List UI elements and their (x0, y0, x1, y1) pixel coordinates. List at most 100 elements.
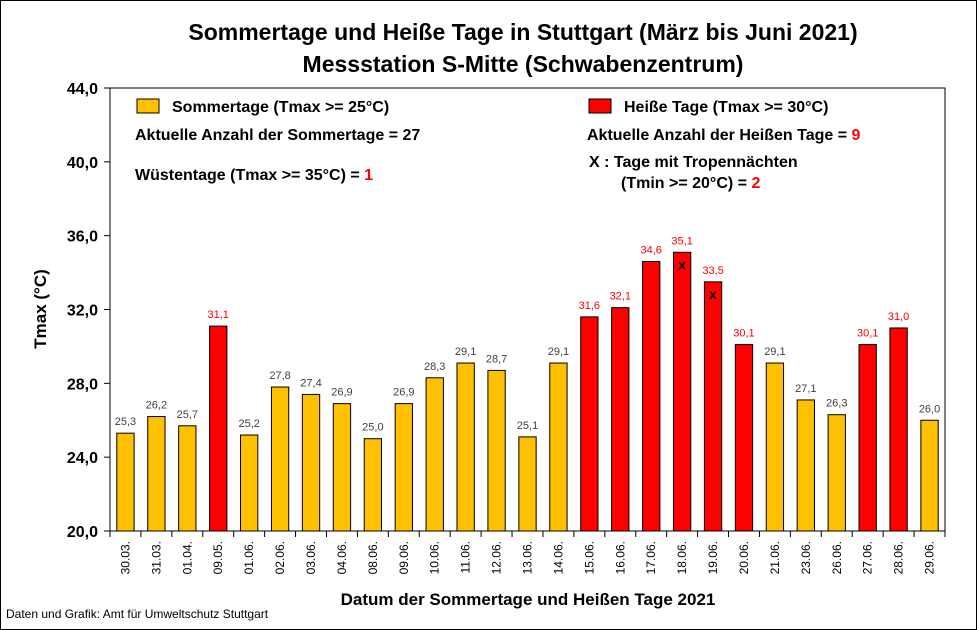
chart-title-line1: Sommertage und Heiße Tage in Stuttgart (… (188, 19, 857, 45)
x-tick-label: 10.06. (428, 541, 442, 574)
bar (487, 369, 506, 532)
bar (858, 344, 877, 532)
data-label: 29,1 (764, 346, 785, 358)
data-label: 28,7 (486, 353, 507, 365)
x-tick-label: 09.06. (397, 541, 411, 574)
x-tick-label: 29.06. (923, 541, 937, 574)
bar (394, 403, 413, 532)
legend-hot-count: Aktuelle Anzahl der Heißen Tage = 9 (587, 127, 861, 144)
x-tick-label: 03.06. (304, 541, 318, 574)
bar (363, 438, 383, 532)
tropical-night-marker: x (709, 286, 717, 302)
source-note: Daten und Grafik: Amt für Umweltschutz S… (6, 607, 269, 621)
x-axis-ticks: 30.03. 31.03. 01.04. 09.05. 01.06. 02.06. 03.0… (109, 531, 946, 574)
data-label: 34,6 (640, 245, 661, 257)
data-label: 35,1 (671, 235, 692, 247)
x-tick-label: 27.06. (861, 541, 875, 574)
bar (920, 419, 939, 532)
bar (889, 327, 908, 532)
data-label: 25,0 (362, 422, 383, 434)
bar (796, 399, 815, 532)
data-labels: 25,3 26,2 25,7 31,1 25,2 27,8 27,4 26,9 25,0 26,9… (115, 235, 940, 433)
y-tick-label: 36,0 (67, 229, 98, 246)
bar (672, 251, 692, 532)
data-label: 26,2 (146, 400, 167, 412)
bar (827, 414, 846, 532)
data-label: 25,1 (517, 420, 538, 432)
data-label: 26,0 (919, 403, 940, 415)
legend: Sommertage (Tmax >= 25°C) Aktuelle Anzah… (135, 98, 861, 192)
legend-desert-days: Wüstentage (Tmax >= 35°C) = 1 (135, 167, 373, 184)
x-tick-label: 17.06. (644, 541, 658, 574)
y-tick-label: 24,0 (67, 450, 98, 467)
data-label: 29,1 (455, 346, 476, 358)
bar (518, 436, 537, 532)
legend-tropical-nights: X : Tage mit Tropennächten (589, 154, 798, 171)
tropical-night-markers: xx (678, 256, 717, 302)
bar (734, 344, 754, 532)
x-tick-label: 28.06. (892, 541, 906, 574)
bar (240, 434, 259, 532)
legend-swatch-summer (136, 98, 160, 114)
data-label: 27,1 (795, 383, 816, 395)
legend-label-summer: Sommertage (Tmax >= 25°C) (172, 99, 389, 116)
x-tick-label: 21.06. (768, 541, 782, 574)
data-label: 30,1 (857, 328, 878, 340)
x-tick-label: 19.06. (706, 541, 720, 574)
x-tick-label: 26.06. (830, 541, 844, 574)
x-tick-label: 16.06. (613, 541, 627, 574)
data-label: 25,2 (238, 418, 259, 430)
data-label: 29,1 (548, 346, 569, 358)
x-tick-label: 04.06. (335, 541, 349, 574)
y-tick-label: 40,0 (67, 155, 98, 172)
x-tick-label: 14.06. (551, 541, 565, 574)
data-label: 33,5 (702, 265, 723, 277)
bar (209, 325, 228, 532)
legend-swatch-hot (588, 98, 612, 114)
data-label: 27,4 (300, 377, 321, 389)
bar (456, 362, 475, 532)
bar (301, 393, 321, 532)
tropical-night-marker: x (678, 256, 686, 272)
bar (425, 377, 444, 532)
bar (549, 362, 568, 532)
data-label: 28,3 (424, 361, 445, 373)
x-tick-label: 01.06. (242, 541, 256, 574)
y-tick-label: 28,0 (67, 376, 98, 393)
x-axis-label: Datum der Sommertage und Heißen Tage 202… (341, 590, 716, 609)
y-tick-label: 20,0 (67, 524, 98, 541)
legend-summer-count: Aktuelle Anzahl der Sommertage = 27 (135, 127, 420, 144)
bar (611, 307, 630, 532)
y-axis-label: Tmax (°C) (31, 269, 50, 349)
bar (332, 403, 352, 532)
bar (116, 432, 135, 532)
x-tick-label: 13.06. (521, 541, 535, 574)
bar (765, 362, 785, 532)
x-tick-label: 09.05. (211, 541, 225, 574)
x-tick-label: 11.06. (459, 541, 473, 573)
chart-title-line2: Messstation S-Mitte (Schwabenzentrum) (303, 51, 744, 77)
bar (147, 416, 166, 532)
bar (178, 425, 197, 532)
data-label: 27,8 (269, 370, 290, 382)
y-tick-label: 32,0 (67, 303, 98, 320)
bar (580, 316, 599, 532)
y-tick-label: 44,0 (67, 81, 98, 98)
bar-series (116, 251, 939, 532)
x-tick-label: 01.04. (180, 541, 194, 574)
bar (642, 261, 661, 532)
bar (703, 281, 723, 532)
data-label: 31,0 (888, 311, 909, 323)
data-label: 25,7 (177, 409, 198, 421)
x-tick-label: 23.06. (799, 541, 813, 574)
data-label: 31,1 (208, 309, 229, 321)
x-tick-label: 12.06. (490, 541, 504, 574)
data-label: 30,1 (733, 328, 754, 340)
x-tick-label: 18.06. (675, 541, 689, 574)
x-tick-label: 08.06. (366, 541, 380, 574)
legend-label-hot: Heiße Tage (Tmax >= 30°C) (624, 99, 828, 116)
x-tick-label: 15.06. (582, 541, 596, 574)
y-axis-ticks: 20,0 24,0 28,0 32,0 36,0 40,0 44,0 (67, 81, 110, 541)
data-label: 31,6 (579, 300, 600, 312)
